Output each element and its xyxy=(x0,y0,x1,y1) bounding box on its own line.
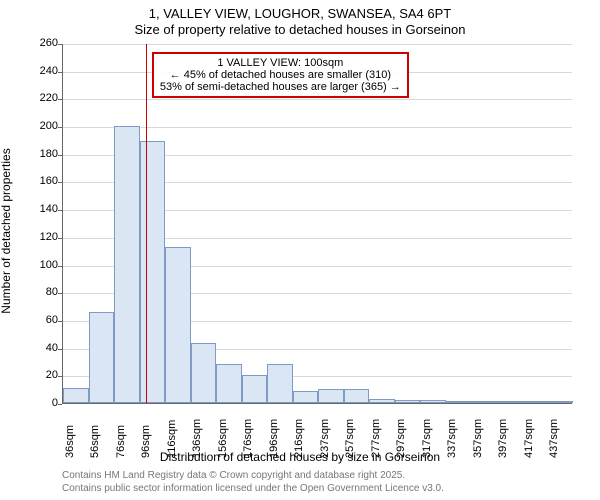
xtick-label: 417sqm xyxy=(523,419,535,458)
ytick-label: 140 xyxy=(18,203,58,215)
ytick-mark xyxy=(58,376,62,377)
histogram-bar xyxy=(344,389,370,403)
ytick-mark xyxy=(58,321,62,322)
histogram-bar xyxy=(497,401,523,403)
histogram-bar xyxy=(242,375,268,403)
ytick-mark xyxy=(58,155,62,156)
ytick-mark xyxy=(58,266,62,267)
chart-container: 1, VALLEY VIEW, LOUGHOR, SWANSEA, SA4 6P… xyxy=(0,0,600,500)
gridline xyxy=(63,44,572,45)
reference-line xyxy=(146,44,147,403)
histogram-bar xyxy=(395,400,421,403)
ytick-mark xyxy=(58,44,62,45)
ytick-label: 260 xyxy=(18,37,58,49)
ytick-mark xyxy=(58,349,62,350)
histogram-bar xyxy=(191,343,217,403)
ytick-label: 40 xyxy=(18,342,58,354)
histogram-bar xyxy=(446,401,472,403)
xtick-label: 36sqm xyxy=(64,425,76,458)
ytick-label: 60 xyxy=(18,314,58,326)
xtick-label: 176sqm xyxy=(242,419,254,458)
histogram-bar xyxy=(63,388,89,403)
histogram-bar xyxy=(267,364,293,403)
footer-line2: Contains public sector information licen… xyxy=(62,483,444,494)
xtick-label: 257sqm xyxy=(344,419,356,458)
annotation-line: ← 45% of detached houses are smaller (31… xyxy=(160,69,401,81)
histogram-bar xyxy=(140,141,166,403)
gridline xyxy=(63,99,572,100)
ytick-label: 20 xyxy=(18,369,58,381)
y-axis-label: Number of detached properties xyxy=(0,148,13,313)
xtick-label: 156sqm xyxy=(217,419,229,458)
histogram-bar xyxy=(369,399,395,403)
xtick-label: 116sqm xyxy=(166,420,178,458)
footer-line1: Contains HM Land Registry data © Crown c… xyxy=(62,470,405,481)
histogram-bar xyxy=(165,247,191,403)
xtick-label: 317sqm xyxy=(421,419,433,458)
ytick-label: 220 xyxy=(18,92,58,104)
xtick-label: 196sqm xyxy=(268,419,280,458)
annotation-box: 1 VALLEY VIEW: 100sqm← 45% of detached h… xyxy=(152,52,409,98)
ytick-mark xyxy=(58,238,62,239)
ytick-label: 0 xyxy=(18,397,58,409)
ytick-label: 240 xyxy=(18,65,58,77)
xtick-label: 56sqm xyxy=(89,425,101,458)
xtick-label: 277sqm xyxy=(370,419,382,458)
ytick-label: 80 xyxy=(18,286,58,298)
histogram-bar xyxy=(293,391,319,403)
annotation-line: 53% of semi-detached houses are larger (… xyxy=(160,81,401,93)
histogram-bar xyxy=(420,400,446,403)
ytick-mark xyxy=(58,293,62,294)
xtick-label: 437sqm xyxy=(548,419,560,458)
chart-title-line1: 1, VALLEY VIEW, LOUGHOR, SWANSEA, SA4 6P… xyxy=(0,6,600,21)
xtick-label: 237sqm xyxy=(319,419,331,458)
plot-area: 1 VALLEY VIEW: 100sqm← 45% of detached h… xyxy=(62,44,572,404)
xtick-label: 136sqm xyxy=(191,419,203,458)
histogram-bar xyxy=(548,401,574,403)
xtick-label: 357sqm xyxy=(472,419,484,458)
annotation-line: 1 VALLEY VIEW: 100sqm xyxy=(160,57,401,69)
xtick-label: 297sqm xyxy=(395,419,407,458)
xtick-label: 337sqm xyxy=(446,419,458,458)
xtick-label: 76sqm xyxy=(115,425,127,458)
chart-title-line2: Size of property relative to detached ho… xyxy=(0,22,600,37)
histogram-bar xyxy=(471,401,497,403)
xtick-label: 216sqm xyxy=(293,419,305,458)
ytick-mark xyxy=(58,182,62,183)
ytick-mark xyxy=(58,72,62,73)
ytick-label: 120 xyxy=(18,231,58,243)
xtick-label: 397sqm xyxy=(497,419,509,458)
ytick-label: 100 xyxy=(18,259,58,271)
ytick-label: 200 xyxy=(18,120,58,132)
histogram-bar xyxy=(114,126,140,403)
xtick-label: 96sqm xyxy=(140,425,152,458)
ytick-mark xyxy=(58,210,62,211)
ytick-mark xyxy=(58,99,62,100)
histogram-bar xyxy=(318,389,344,403)
ytick-mark xyxy=(58,404,62,405)
ytick-label: 180 xyxy=(18,148,58,160)
ytick-label: 160 xyxy=(18,175,58,187)
ytick-mark xyxy=(58,127,62,128)
histogram-bar xyxy=(522,401,548,403)
histogram-bar xyxy=(89,312,115,403)
histogram-bar xyxy=(216,364,242,403)
